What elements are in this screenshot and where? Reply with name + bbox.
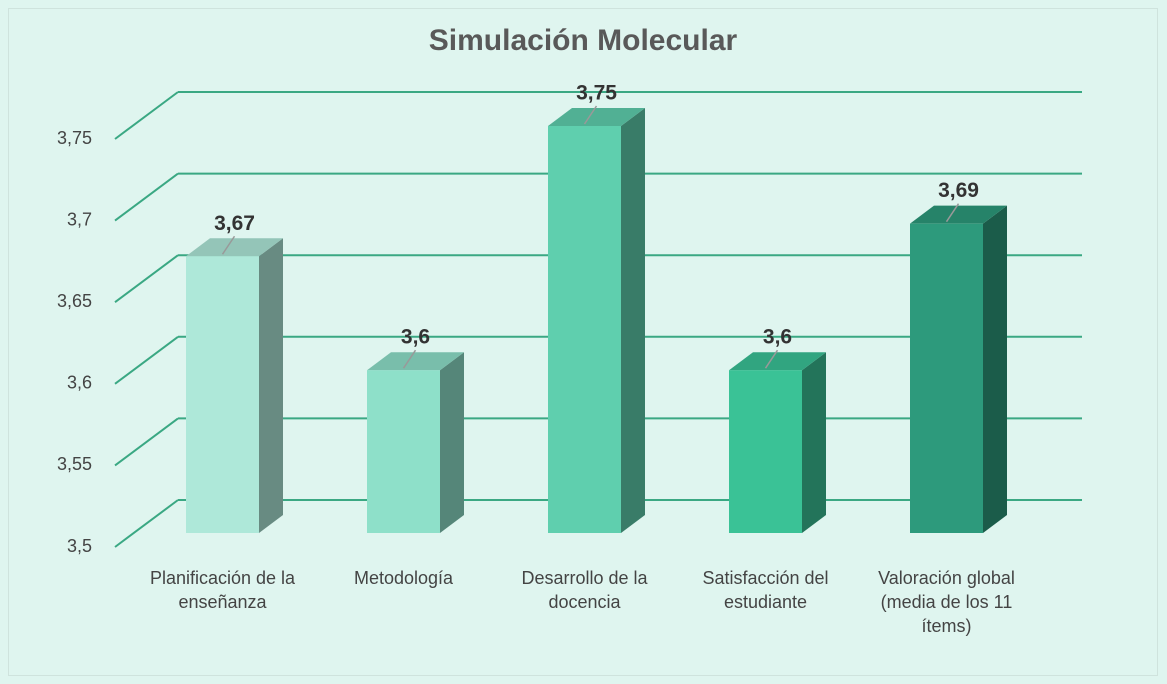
bar bbox=[548, 126, 621, 533]
bar-top bbox=[367, 352, 464, 371]
y-tick-label: 3,7 bbox=[67, 209, 92, 229]
label-leader bbox=[402, 349, 417, 369]
grid-line-diagonal bbox=[114, 254, 179, 304]
bar-side bbox=[259, 238, 283, 534]
x-tick-label: Satisfacción del estudiante bbox=[702, 568, 829, 612]
bar-top bbox=[186, 238, 283, 257]
bar-side bbox=[440, 352, 464, 533]
bar-top bbox=[910, 205, 1007, 224]
bar-side bbox=[983, 205, 1007, 533]
y-tick-label: 3,6 bbox=[67, 373, 92, 393]
label-leader bbox=[945, 203, 960, 223]
label-leader bbox=[764, 349, 779, 369]
x-tick-label: Planificación de la enseñanza bbox=[149, 568, 296, 612]
bar bbox=[186, 256, 259, 533]
bar-side bbox=[802, 352, 826, 533]
grid-line-diagonal bbox=[114, 499, 179, 548]
bar bbox=[729, 370, 802, 533]
x-tick-label: Valoración global (media de los 11 ítems… bbox=[878, 568, 1015, 636]
chart-title: Simulación Molecular bbox=[429, 24, 738, 57]
y-tick-label: 3,65 bbox=[57, 291, 92, 311]
bar bbox=[367, 370, 440, 533]
bar-side bbox=[621, 108, 645, 533]
y-tick-label: 3,75 bbox=[57, 128, 92, 148]
data-label: 3,6 bbox=[763, 326, 792, 349]
grid-line-diagonal bbox=[114, 91, 179, 140]
grid-line-diagonal bbox=[114, 417, 179, 467]
label-leader bbox=[583, 105, 598, 125]
data-label: 3,75 bbox=[576, 82, 617, 105]
data-label: 3,6 bbox=[401, 326, 430, 349]
bar-top bbox=[548, 108, 645, 126]
data-label: 3,69 bbox=[938, 179, 979, 202]
x-tick-label: Desarrollo de la docencia bbox=[521, 568, 648, 612]
bar bbox=[910, 223, 983, 533]
grid-line-diagonal bbox=[114, 172, 179, 222]
y-tick-label: 3,55 bbox=[57, 454, 92, 474]
data-label: 3,67 bbox=[214, 212, 255, 235]
chart-frame bbox=[8, 8, 1158, 676]
grid-line-diagonal bbox=[114, 335, 179, 385]
bar-top bbox=[729, 352, 826, 371]
label-leader bbox=[221, 235, 236, 255]
y-tick-label: 3,5 bbox=[67, 536, 92, 556]
x-tick-label: Metodología bbox=[353, 568, 454, 588]
